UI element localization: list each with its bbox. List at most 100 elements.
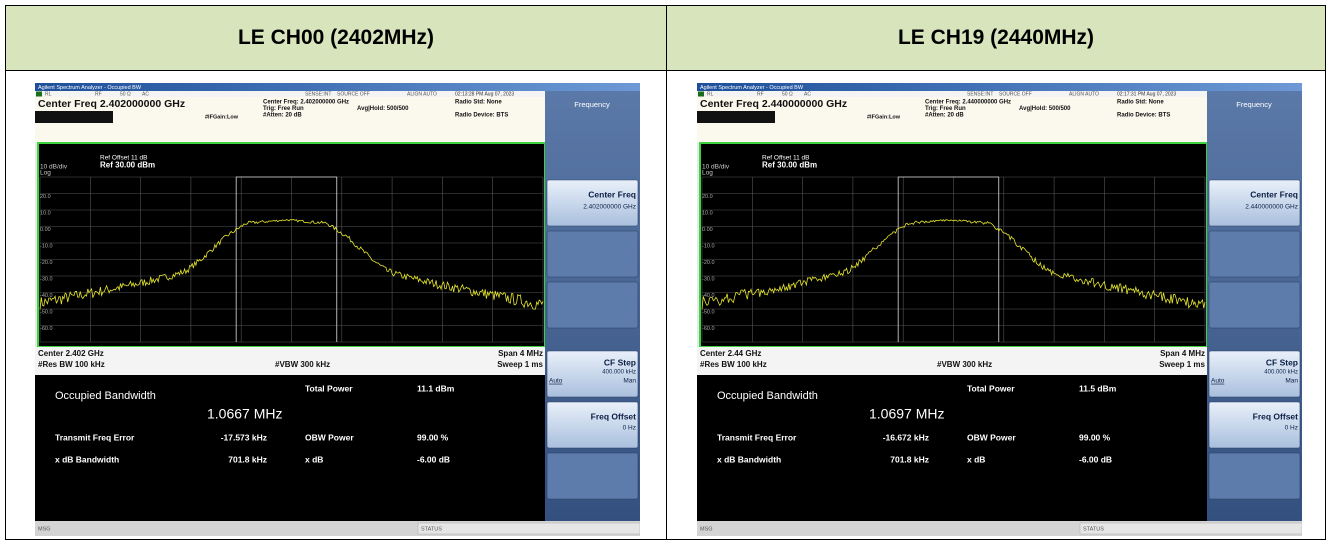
softkey[interactable] <box>1208 230 1301 278</box>
softkey[interactable] <box>546 452 639 500</box>
status-item: SOURCE OFF <box>337 92 370 98</box>
softkey[interactable] <box>546 350 639 398</box>
status-item: AC <box>804 92 811 98</box>
result-value: 1.0697 MHz <box>869 406 944 422</box>
status-item: SENSE:INT <box>305 92 331 98</box>
log: Log <box>702 170 713 177</box>
status-item: 50 Ω <box>120 92 131 98</box>
timestamp: 02:13:28 PM Aug 07, 2023 <box>455 92 514 98</box>
softkey-value: 400.000 kHz <box>602 370 636 376</box>
y-label: 20.0 <box>40 194 51 200</box>
result-value: 1.0667 MHz <box>207 406 282 422</box>
column-divider <box>666 6 667 539</box>
title-bar <box>35 83 640 91</box>
setting: #Atten: 20 dB <box>925 113 964 119</box>
scale: 10 dB/div <box>40 164 68 171</box>
setting: Avg|Hold: 500/500 <box>1019 106 1071 112</box>
softkey-option: Man <box>1285 378 1298 385</box>
y-label: -40.0 <box>702 293 715 299</box>
setting: #Atten: 20 dB <box>263 113 302 119</box>
softkey[interactable] <box>1208 179 1301 227</box>
y-label: -60.0 <box>40 326 53 332</box>
report-table: LE CH00 (2402MHz) LE CH19 (2440MHz) Agil… <box>5 5 1326 540</box>
y-label: -30.0 <box>702 276 715 282</box>
status-item: RL <box>45 92 52 98</box>
footer-area <box>697 347 1207 375</box>
obw-markers <box>235 176 338 342</box>
results-area <box>697 375 1207 521</box>
ref-offset: Ref Offset 11 dB <box>100 155 147 162</box>
scale: 10 dB/div <box>702 164 730 171</box>
status-item: RL <box>707 92 714 98</box>
result-label: x dB <box>305 454 323 464</box>
setting: Center Freq: 2.402000000 GHz <box>263 100 349 106</box>
title-bar <box>697 83 1302 91</box>
softkey-label: Center Freq <box>1250 189 1298 199</box>
log: Log <box>40 170 51 177</box>
footer-vbw: #VBW 300 kHz <box>275 360 330 369</box>
entry-box <box>697 111 775 123</box>
y-label: 10.0 <box>40 210 51 216</box>
status-item: RF <box>95 92 102 98</box>
footer-area <box>35 347 545 375</box>
softkey[interactable] <box>546 179 639 227</box>
y-label: -50.0 <box>702 309 715 315</box>
result-label: Transmit Freq Error <box>717 432 797 442</box>
result-label: OBW Power <box>967 432 1016 442</box>
softkey[interactable] <box>546 281 639 329</box>
entry-box <box>35 111 113 123</box>
softkey-label: CF Step <box>604 357 636 367</box>
y-label: 20.0 <box>702 194 713 200</box>
ref-level: Ref 30.00 dBm <box>762 161 817 170</box>
status-box <box>417 522 640 535</box>
result-value: -6.00 dB <box>417 454 450 464</box>
footer-rbw: #Res BW 100 kHz <box>700 360 767 369</box>
softkey-label: CF Step <box>1266 357 1298 367</box>
result-value: 701.8 kHz <box>228 454 267 464</box>
result-label: Total Power <box>305 383 353 393</box>
softkey-value: 2.402000000 GHz <box>583 204 636 211</box>
footer-center: Center 2.44 GHz <box>700 349 761 358</box>
y-label: -20.0 <box>702 260 715 266</box>
softkey-value: 400.000 kHz <box>1264 370 1298 376</box>
softkey[interactable] <box>1208 401 1301 449</box>
status-item: RF <box>757 92 764 98</box>
result-value: -16.672 kHz <box>883 432 929 442</box>
softkey-menu: Frequency <box>574 100 610 109</box>
column-header: LE CH00 (2402MHz) <box>6 6 666 71</box>
softkey[interactable] <box>1208 281 1301 329</box>
setting: Trig: Free Run <box>925 106 966 112</box>
footer-sweep: Sweep 1 ms <box>1159 360 1205 369</box>
softkey[interactable] <box>1208 452 1301 500</box>
status-item: ALIGN AUTO <box>1069 92 1099 98</box>
y-label: 10.0 <box>702 210 713 216</box>
y-label: 0.00 <box>702 227 713 233</box>
footer-span: Span 4 MHz <box>498 349 543 358</box>
msg: MSG <box>700 526 713 532</box>
softkey[interactable] <box>1208 350 1301 398</box>
setting: Radio Device: BTS <box>1117 113 1170 119</box>
lxi-icon <box>36 91 42 97</box>
setting: Trig: Free Run <box>263 106 304 112</box>
status-item: AC <box>142 92 149 98</box>
y-label: -10.0 <box>702 243 715 249</box>
softkey[interactable] <box>546 401 639 449</box>
footer-sweep: Sweep 1 ms <box>497 360 543 369</box>
setting: #IFGain:Low <box>867 114 901 120</box>
header-area <box>35 97 545 143</box>
status-label: STATUS <box>421 526 442 532</box>
y-label: -10.0 <box>40 243 53 249</box>
status-row <box>697 91 1207 97</box>
status-label: STATUS <box>1083 526 1104 532</box>
softkey-value: 0 Hz <box>1285 425 1298 432</box>
results-area <box>35 375 545 521</box>
column-header: LE CH19 (2440MHz) <box>667 6 1325 71</box>
status-item: ALIGN AUTO <box>407 92 437 98</box>
result-label: x dB <box>967 454 985 464</box>
footer-vbw: #VBW 300 kHz <box>937 360 992 369</box>
y-label: -60.0 <box>702 326 715 332</box>
softkey[interactable] <box>546 230 639 278</box>
y-label: 0.00 <box>40 227 51 233</box>
softkey-label: Freq Offset <box>1253 411 1299 421</box>
result-label: Occupied Bandwidth <box>55 390 156 402</box>
